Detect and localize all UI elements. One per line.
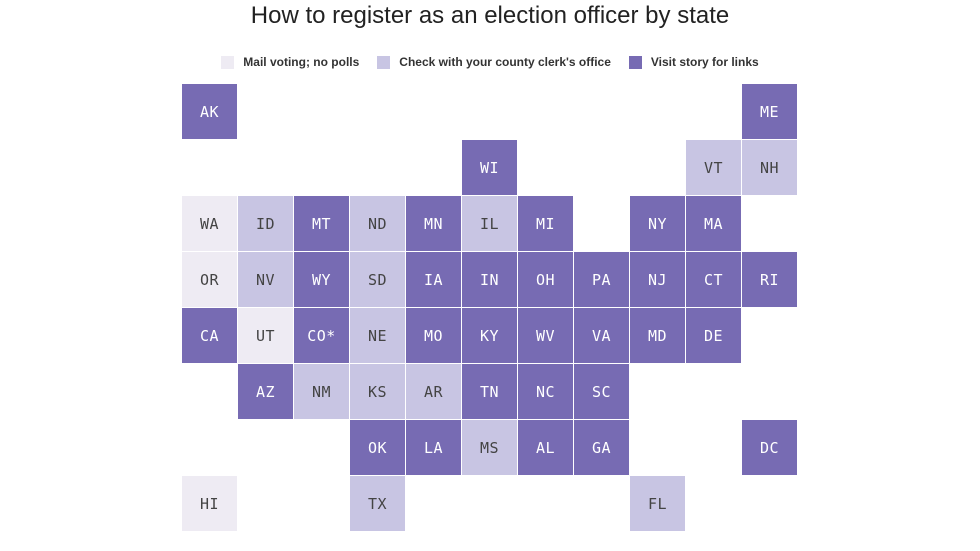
state-tile-md[interactable]: MD	[630, 308, 685, 363]
legend-swatch-story	[628, 55, 642, 69]
state-tile-sc[interactable]: SC	[574, 364, 629, 419]
legend-item-county: Check with your county clerk's office	[377, 55, 611, 69]
state-tile-ma[interactable]: MA	[686, 196, 741, 251]
state-tile-de[interactable]: DE	[686, 308, 741, 363]
state-tile-la[interactable]: LA	[406, 420, 461, 475]
state-tile-ms[interactable]: MS	[462, 420, 517, 475]
state-tile-wa[interactable]: WA	[182, 196, 237, 251]
state-tile-mn[interactable]: MN	[406, 196, 461, 251]
state-tile-hi[interactable]: HI	[182, 476, 237, 531]
state-tile-co[interactable]: CO*	[294, 308, 349, 363]
legend: Mail voting; no polls Check with your co…	[0, 55, 980, 69]
state-tile-or[interactable]: OR	[182, 252, 237, 307]
state-tile-wi[interactable]: WI	[462, 140, 517, 195]
state-tile-nc[interactable]: NC	[518, 364, 573, 419]
state-tile-id[interactable]: ID	[238, 196, 293, 251]
legend-label-mail: Mail voting; no polls	[243, 55, 360, 69]
state-tile-ga[interactable]: GA	[574, 420, 629, 475]
legend-item-story: Visit story for links	[628, 55, 759, 69]
state-tile-vt[interactable]: VT	[686, 140, 741, 195]
state-tile-dc[interactable]: DC	[742, 420, 797, 475]
state-tile-ia[interactable]: IA	[406, 252, 461, 307]
state-tile-sd[interactable]: SD	[350, 252, 405, 307]
state-tile-va[interactable]: VA	[574, 308, 629, 363]
state-tile-ri[interactable]: RI	[742, 252, 797, 307]
map-title: How to register as an election officer b…	[250, 2, 730, 29]
state-tile-tx[interactable]: TX	[350, 476, 405, 531]
state-tile-ok[interactable]: OK	[350, 420, 405, 475]
state-tile-ca[interactable]: CA	[182, 308, 237, 363]
state-tile-ak[interactable]: AK	[182, 84, 237, 139]
state-tile-mo[interactable]: MO	[406, 308, 461, 363]
state-tile-ne[interactable]: NE	[350, 308, 405, 363]
state-tile-al[interactable]: AL	[518, 420, 573, 475]
legend-label-county: Check with your county clerk's office	[399, 55, 611, 69]
state-tile-me[interactable]: ME	[742, 84, 797, 139]
state-tile-tn[interactable]: TN	[462, 364, 517, 419]
state-tile-nh[interactable]: NH	[742, 140, 797, 195]
state-tile-wy[interactable]: WY	[294, 252, 349, 307]
state-tile-nd[interactable]: ND	[350, 196, 405, 251]
state-tile-az[interactable]: AZ	[238, 364, 293, 419]
state-tile-mt[interactable]: MT	[294, 196, 349, 251]
state-tile-ks[interactable]: KS	[350, 364, 405, 419]
state-tile-oh[interactable]: OH	[518, 252, 573, 307]
state-tile-fl[interactable]: FL	[630, 476, 685, 531]
state-tile-pa[interactable]: PA	[574, 252, 629, 307]
legend-item-mail: Mail voting; no polls	[221, 55, 359, 69]
legend-label-story: Visit story for links	[650, 55, 759, 69]
state-tile-ut[interactable]: UT	[238, 308, 293, 363]
state-tile-nj[interactable]: NJ	[630, 252, 685, 307]
state-tile-in[interactable]: IN	[462, 252, 517, 307]
state-tile-mi[interactable]: MI	[518, 196, 573, 251]
state-tile-nv[interactable]: NV	[238, 252, 293, 307]
state-tile-il[interactable]: IL	[462, 196, 517, 251]
legend-swatch-mail	[221, 55, 235, 69]
state-tile-ky[interactable]: KY	[462, 308, 517, 363]
state-tile-nm[interactable]: NM	[294, 364, 349, 419]
state-tile-wv[interactable]: WV	[518, 308, 573, 363]
legend-swatch-county	[377, 55, 391, 69]
state-tile-ny[interactable]: NY	[630, 196, 685, 251]
state-tile-ct[interactable]: CT	[686, 252, 741, 307]
state-tile-ar[interactable]: AR	[406, 364, 461, 419]
